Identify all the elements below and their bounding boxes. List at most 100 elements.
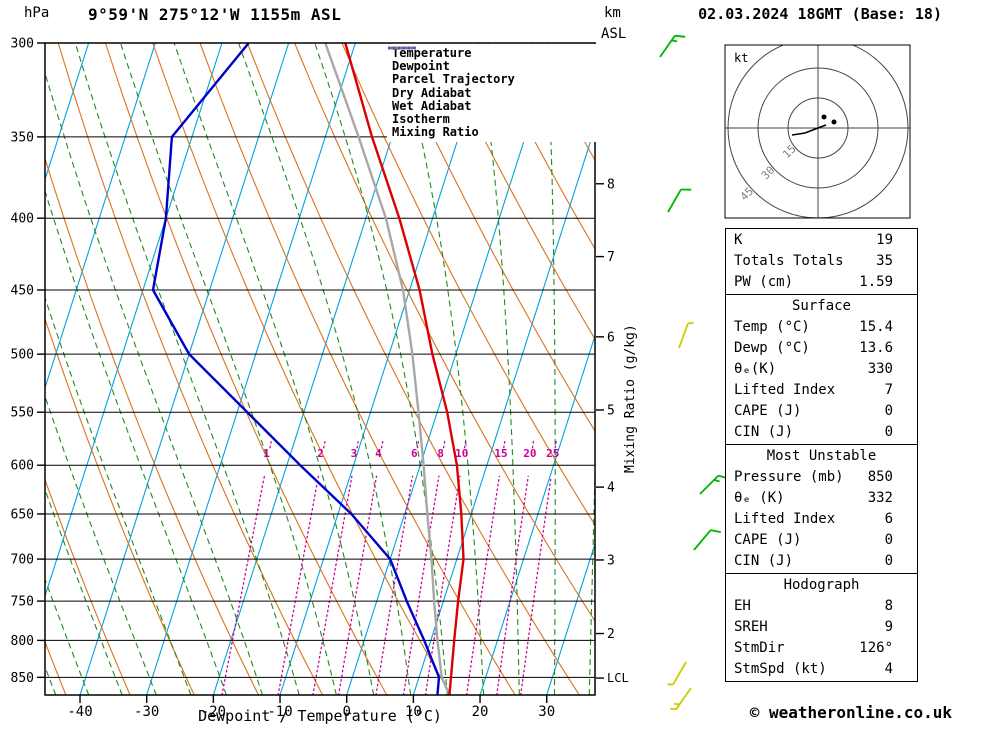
x-axis-label: Dewpoint / Temperature (°C) — [198, 707, 442, 725]
stats-value: 330 — [867, 361, 893, 377]
wet-adiabat-line — [588, 452, 595, 695]
stats-value: 4 — [884, 661, 893, 677]
legend-item: Dry Adiabat — [388, 47, 598, 100]
legend-label: Temperature — [392, 46, 472, 61]
mixing-ratio-value-label: 1 — [263, 447, 270, 460]
pressure-tick-label: 300 — [11, 37, 34, 52]
wind-barb — [699, 474, 729, 495]
mixing-ratio-value-label: 25 — [546, 447, 559, 460]
altitude-unit-asl-label: ASL — [601, 26, 626, 42]
stats-section-header: Hodograph — [783, 577, 860, 593]
km-tick-label: 2 — [607, 627, 615, 642]
chart-background: 1 2 3 4 6 8 10 15 20 25 — [0, 43, 595, 695]
mixing-ratio-value-label: 2 — [317, 447, 324, 460]
stats-value: 332 — [867, 490, 893, 506]
dewpoint-trace — [151, 43, 441, 695]
hodograph-wind-dot — [831, 119, 837, 125]
mixing-ratio-line — [402, 475, 440, 695]
legend-item: Dewpoint — [388, 46, 598, 74]
stats-label: StmDir — [734, 640, 785, 656]
legend-label: Dewpoint — [392, 59, 450, 74]
wet-adiabat-line — [45, 394, 157, 695]
wet-adiabat-line — [314, 43, 448, 695]
stats-value: 126° — [859, 640, 893, 656]
stats-row: StmDir 126° — [726, 638, 917, 659]
wind-barb — [667, 188, 692, 213]
wet-adiabat-line — [478, 43, 520, 695]
copyright-link[interactable]: © weatheronline.co.uk — [749, 703, 952, 722]
stats-label: CIN (J) — [734, 424, 794, 440]
isotherm-line — [346, 43, 556, 695]
mixing-ratio-value-label: 8 — [437, 447, 444, 460]
dry-adiabat-line — [104, 43, 388, 695]
pressure-tick-label: 850 — [11, 671, 34, 686]
mixing-ratio-line — [375, 475, 414, 695]
legend-swatch-mixing_ratio — [388, 47, 416, 49]
km-tick-label: 3 — [607, 553, 615, 568]
stats-value: 6 — [884, 511, 893, 527]
wind-barb — [667, 661, 687, 686]
dry-adiabat-line — [483, 43, 595, 250]
stats-value: 15.4 — [859, 319, 893, 335]
mixing-ratio-line — [496, 475, 529, 695]
stats-label: θₑ(K) — [734, 361, 777, 377]
hodograph-ring-label: 30 — [759, 164, 778, 183]
temperature-trace — [344, 43, 465, 695]
wet-adiabat-line — [120, 43, 337, 695]
km-tick-label: 4 — [607, 481, 615, 496]
stats-label: Lifted Index — [734, 511, 836, 527]
mixing-ratio-line — [356, 438, 360, 449]
stats-value: 9 — [884, 619, 893, 635]
stats-row: CAPE (J) 0 — [726, 401, 917, 422]
dry-adiabat-line — [246, 43, 580, 695]
stats-label: EH — [734, 598, 751, 614]
hodograph-border — [724, 44, 911, 219]
pressure-tick-label: 650 — [11, 507, 34, 522]
stats-row: CIN (J) 0 — [726, 422, 917, 443]
dry-adiabat-line — [45, 156, 259, 695]
stats-section: K 19 Totals Totals 35 PW (cm) 1.59 — [725, 228, 918, 295]
stats-value: 0 — [884, 532, 893, 548]
pressure-tick-label: 800 — [11, 634, 34, 649]
mixing-ratio-line — [503, 438, 506, 449]
stats-row: PW (cm) 1.59 — [726, 272, 917, 293]
mixing-ratio-line — [337, 475, 378, 695]
mixing-ratio-line — [531, 438, 535, 449]
wet-adiabat-line — [173, 43, 375, 695]
stats-label: Pressure (mb) — [734, 469, 844, 485]
temp-tick-label: 20 — [472, 704, 489, 720]
stats-value: 0 — [884, 403, 893, 419]
wet-adiabat-line — [45, 189, 227, 695]
stats-row: θₑ(K) 330 — [726, 359, 917, 380]
temp-tick-label: -10 — [267, 704, 292, 720]
wet-adiabat-line — [45, 296, 192, 695]
hodograph-ring-label: 45 — [738, 185, 757, 204]
stats-value: 7 — [884, 382, 893, 398]
dry-adiabat-line — [0, 43, 2, 695]
mixing-ratio-value-label: 4 — [375, 447, 382, 460]
mixing-ratio-line — [277, 475, 320, 695]
stats-label: SREH — [734, 619, 768, 635]
stats-value: 850 — [867, 469, 893, 485]
hodograph-wind-dot — [821, 114, 827, 120]
pressure-tick-label: 350 — [11, 130, 34, 145]
mixing-ratio-value-label: 3 — [351, 447, 358, 460]
legend-item: Isotherm — [388, 47, 598, 126]
stats-row: Dewp (°C) 13.6 — [726, 338, 917, 359]
stats-row: StmSpd (kt) 4 — [726, 659, 917, 680]
hodograph-ring-label: 15 — [780, 142, 799, 161]
stats-value: 8 — [884, 598, 893, 614]
temp-tick-label: 10 — [405, 704, 422, 720]
pressure-gridlines — [45, 42, 595, 678]
hodograph-wind-trace — [791, 124, 827, 136]
stats-section: Surface Temp (°C) 15.4 Dewp (°C) 13.6 θₑ(K) 33… — [725, 294, 918, 445]
mixing-ratio-line — [554, 438, 558, 449]
wind-barb — [678, 321, 694, 349]
pressure-tick-label: 450 — [11, 283, 34, 298]
stats-section: Hodograph EH 8 SREH 9 StmDir 126° StmSpd (kt) 4 — [725, 573, 918, 682]
stats-row: EH 8 — [726, 596, 917, 617]
isotherm-line — [412, 125, 595, 695]
legend-swatch-isotherm — [388, 47, 416, 49]
mixing-ratio-value-label: 10 — [455, 447, 468, 460]
